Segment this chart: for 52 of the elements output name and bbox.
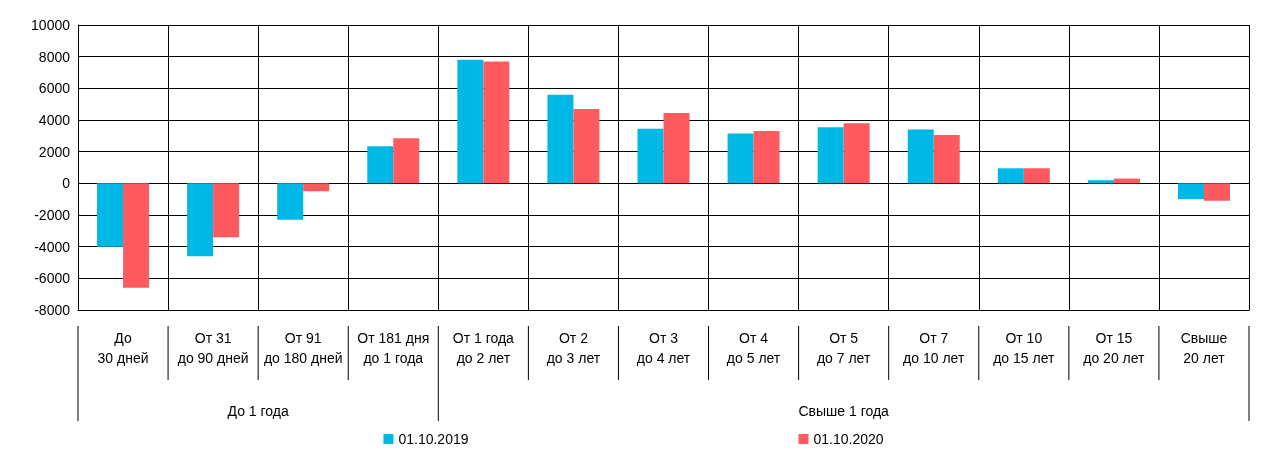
x-tick-label: От 4 до 5 лет	[726, 330, 781, 366]
bar	[483, 61, 510, 184]
y-tick-label: 10000	[31, 17, 71, 33]
x-tick-label: От 10 до 15 лет	[993, 330, 1055, 366]
bar	[907, 129, 934, 184]
y-tick-label: 8000	[38, 48, 71, 65]
x-tick-label: От 181 дня до 1 года	[357, 330, 430, 366]
bar	[213, 183, 240, 238]
bar	[97, 183, 124, 247]
bar	[123, 183, 150, 288]
x-tick-label: От 91 до 180 дней	[263, 330, 343, 366]
y-tick-label: 0	[62, 175, 71, 192]
bar	[547, 94, 574, 184]
bar	[187, 183, 214, 257]
bar	[997, 168, 1024, 184]
bar	[663, 112, 690, 184]
bar	[277, 183, 304, 220]
x-tick-label: От 7 до 10 лет	[903, 330, 965, 366]
bar	[1177, 183, 1204, 200]
bar	[303, 183, 330, 192]
bar	[457, 59, 484, 184]
y-tick-label: -8000	[34, 302, 71, 318]
x-tick-label: От 2 до 3 лет	[546, 330, 601, 366]
bar	[1087, 180, 1114, 184]
bar	[1023, 168, 1050, 184]
bar	[637, 128, 664, 184]
y-tick-label: -4000	[34, 238, 71, 255]
y-tick-label: 2000	[38, 143, 71, 160]
x-tick-label: От 15 до 20 лет	[1083, 330, 1146, 366]
bar	[367, 146, 394, 184]
bar	[727, 133, 754, 184]
x-tick-label: Свыше 20 лет	[1180, 330, 1228, 366]
y-tick-label: 4000	[38, 112, 71, 128]
x-tick-label: От 3 до 4 лет	[636, 330, 691, 366]
y-tick-label: -2000	[34, 207, 71, 223]
bar	[573, 108, 600, 184]
x-tick-label: От 31 до 90 дней	[177, 330, 249, 366]
legend-label: 01.10.2020	[813, 431, 884, 447]
y-tick-label: -6000	[34, 270, 71, 287]
bar	[817, 127, 844, 184]
x-tick-label: От 1 года до 2 лет	[452, 330, 515, 366]
y-tick-label: 6000	[38, 80, 71, 97]
bar	[1203, 183, 1230, 201]
x-tick-label: От 5 до 7 лет	[816, 330, 871, 366]
x-tick-label: До 30 дней	[97, 330, 149, 366]
text: До 1 года	[227, 403, 289, 419]
bar	[843, 123, 870, 184]
legend-label: 01.10.2019	[398, 431, 469, 447]
text: Свыше 1 года	[798, 403, 890, 419]
bar	[933, 135, 960, 184]
bar	[393, 138, 420, 184]
bar	[753, 131, 780, 184]
